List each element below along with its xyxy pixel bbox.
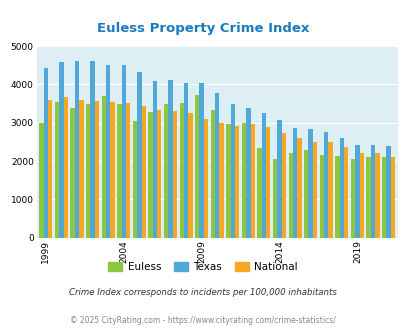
Bar [241, 123, 245, 238]
Bar [79, 100, 83, 238]
Bar [126, 103, 130, 238]
Bar [101, 96, 106, 238]
Bar [234, 126, 239, 238]
Bar [219, 123, 223, 238]
Text: Crime Index corresponds to incidents per 100,000 inhabitants: Crime Index corresponds to incidents per… [69, 287, 336, 297]
Bar [226, 124, 230, 238]
Bar [257, 148, 261, 238]
Bar [319, 155, 323, 238]
Bar [265, 127, 270, 238]
Bar [48, 100, 52, 238]
Bar [272, 159, 277, 238]
Text: © 2025 CityRating.com - https://www.cityrating.com/crime-statistics/: © 2025 CityRating.com - https://www.city… [70, 315, 335, 325]
Bar [250, 124, 254, 238]
Bar [39, 123, 44, 238]
Bar [199, 82, 203, 238]
Bar [121, 65, 126, 238]
Bar [354, 145, 359, 238]
Bar [179, 103, 183, 238]
Bar [292, 128, 296, 238]
Bar [64, 97, 68, 238]
Bar [230, 104, 234, 238]
Bar [381, 157, 386, 238]
Bar [386, 146, 390, 238]
Bar [215, 93, 219, 238]
Bar [195, 95, 199, 238]
Bar [132, 121, 137, 238]
Bar [366, 157, 370, 238]
Bar [164, 104, 168, 238]
Bar [94, 101, 99, 238]
Bar [281, 133, 286, 238]
Bar [296, 138, 301, 238]
Bar [277, 120, 281, 238]
Bar [168, 80, 172, 238]
Bar [148, 113, 152, 238]
Bar [172, 111, 177, 238]
Bar [261, 113, 265, 238]
Bar [141, 106, 145, 238]
Bar [374, 153, 379, 238]
Bar [110, 102, 115, 238]
Bar [137, 72, 141, 238]
Bar [390, 157, 394, 238]
Bar [328, 142, 332, 238]
Bar [75, 61, 79, 238]
Bar [303, 149, 308, 238]
Bar [210, 110, 215, 238]
Bar [86, 104, 90, 238]
Bar [343, 147, 347, 238]
Bar [90, 61, 94, 238]
Bar [157, 110, 161, 238]
Bar [312, 142, 316, 238]
Bar [323, 132, 328, 238]
Bar [370, 145, 374, 238]
Bar [70, 108, 75, 238]
Text: Euless Property Crime Index: Euless Property Crime Index [96, 22, 309, 35]
Bar [183, 83, 188, 238]
Bar [350, 159, 354, 238]
Bar [339, 139, 343, 238]
Legend: Euless, Texas, National: Euless, Texas, National [103, 258, 302, 276]
Bar [59, 62, 64, 238]
Bar [106, 65, 110, 238]
Bar [152, 81, 157, 238]
Bar [44, 68, 48, 238]
Bar [245, 108, 250, 238]
Bar [117, 104, 121, 238]
Bar [55, 102, 59, 238]
Bar [203, 119, 208, 238]
Bar [308, 129, 312, 238]
Bar [288, 152, 292, 238]
Bar [335, 156, 339, 238]
Bar [359, 153, 363, 238]
Bar [188, 113, 192, 238]
